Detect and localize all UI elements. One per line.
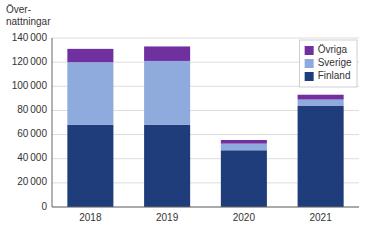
chart: 0 20 000 40 000 60 000 80 000 100 000 120 000 1… xyxy=(0,0,369,229)
legend-label: Finland xyxy=(318,70,351,81)
y-axis-label-line: nattningar xyxy=(6,16,51,27)
bar-segment xyxy=(144,46,190,60)
y-tick-label: 60 000 xyxy=(17,128,47,139)
bar-segment xyxy=(298,106,344,207)
y-axis-label: Över-nattningar xyxy=(6,4,51,27)
y-ticks: 0 20 000 40 000 60 000 80 000 100 000 120 000 1… xyxy=(12,32,48,212)
x-axis-line xyxy=(52,207,359,208)
bar-segment xyxy=(298,95,344,100)
y-tick-label: 80 000 xyxy=(17,104,47,115)
legend-swatch xyxy=(305,46,314,55)
x-tick-label: 2020 xyxy=(233,212,256,223)
bar-segment xyxy=(221,150,267,207)
y-axis-line xyxy=(52,38,53,207)
x-tick-label: 2018 xyxy=(79,212,102,223)
legend-frame xyxy=(300,40,357,87)
bar-segment xyxy=(144,125,190,207)
bar-segment xyxy=(67,125,113,207)
legend-swatch xyxy=(305,59,314,68)
y-tick-label: 120 000 xyxy=(12,56,48,67)
bar-segment xyxy=(298,100,344,106)
bar-segment xyxy=(221,140,267,144)
bar-segment xyxy=(67,49,113,62)
chart-container: 0 20 000 40 000 60 000 80 000 100 000 120 000 1… xyxy=(0,0,369,229)
legend-label: Övriga xyxy=(318,44,348,55)
legend: Övriga Sverige Finland xyxy=(300,40,357,87)
y-tick-label: 0 xyxy=(41,201,47,212)
bar-segment xyxy=(221,144,267,151)
y-tick-label: 100 000 xyxy=(12,80,48,91)
y-tick-label: 40 000 xyxy=(17,152,47,163)
grid-line xyxy=(52,38,359,39)
bar-segment xyxy=(67,62,113,125)
legend-label: Sverige xyxy=(318,57,352,68)
y-axis-label-line: Över- xyxy=(6,4,31,15)
bar-segment xyxy=(144,61,190,125)
y-tick-label: 20 000 xyxy=(17,176,47,187)
y-tick-label: 140 000 xyxy=(12,32,48,43)
grid xyxy=(52,38,359,207)
x-ticks: 2018 2019 2020 2021 xyxy=(79,212,332,223)
grid-line xyxy=(52,207,359,208)
legend-swatch xyxy=(305,72,314,81)
x-tick-label: 2019 xyxy=(156,212,179,223)
x-tick-label: 2021 xyxy=(310,212,333,223)
